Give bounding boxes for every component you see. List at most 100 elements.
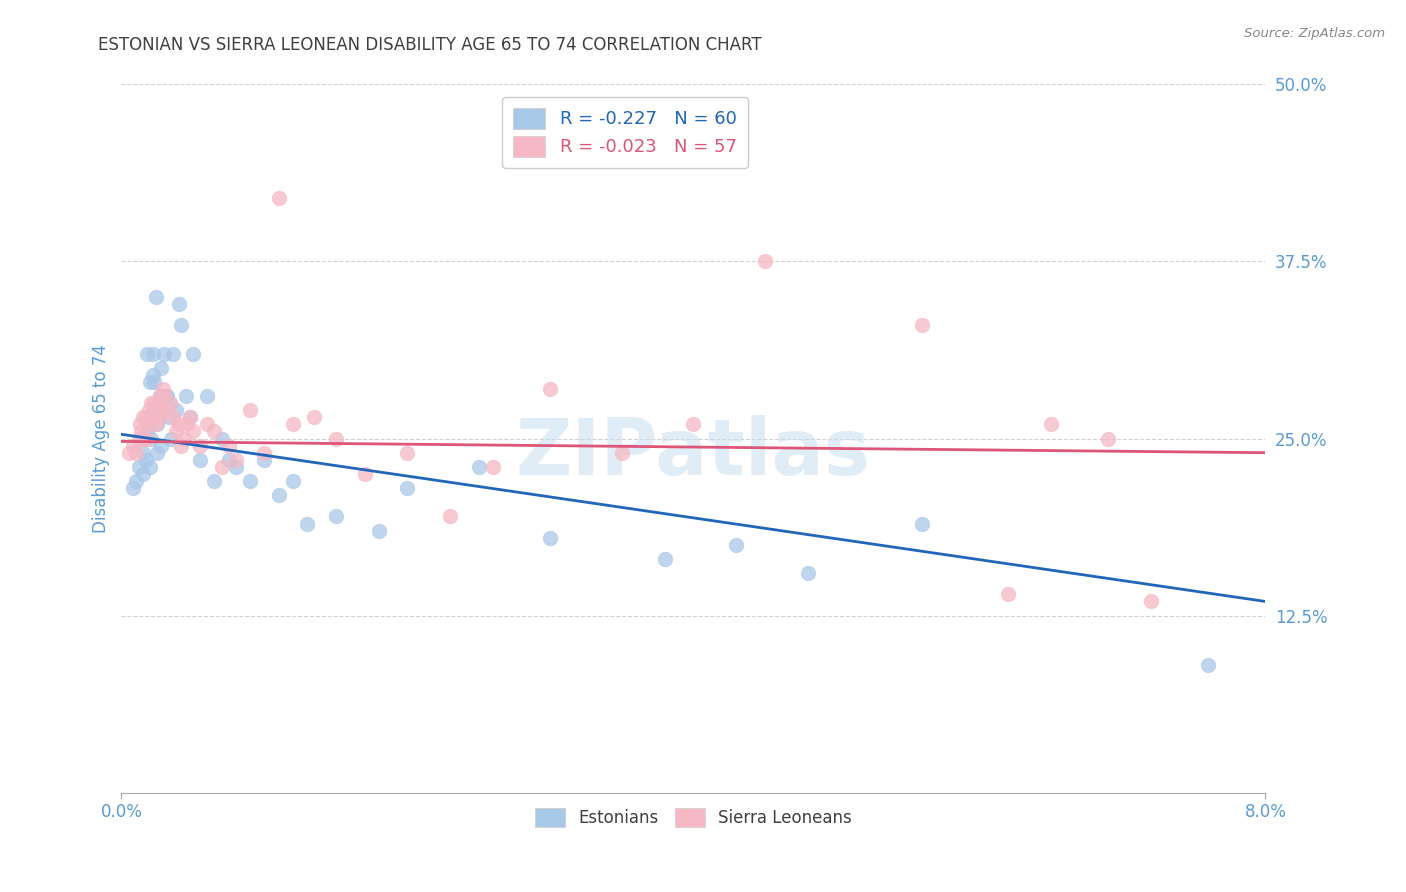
Point bbox=[1097, 432, 1119, 446]
Point bbox=[153, 346, 176, 360]
Point bbox=[148, 410, 170, 425]
Point bbox=[150, 403, 173, 417]
Point bbox=[132, 467, 155, 481]
Point bbox=[170, 439, 193, 453]
Point bbox=[174, 389, 197, 403]
Point bbox=[141, 432, 163, 446]
Point bbox=[135, 410, 157, 425]
Point bbox=[145, 417, 167, 432]
Text: Source: ZipAtlas.com: Source: ZipAtlas.com bbox=[1244, 27, 1385, 40]
Point bbox=[145, 290, 167, 304]
Point bbox=[141, 410, 163, 425]
Point bbox=[136, 425, 159, 439]
Point bbox=[538, 382, 561, 396]
Point bbox=[181, 346, 204, 360]
Point bbox=[139, 417, 162, 432]
Point bbox=[139, 375, 162, 389]
Point bbox=[195, 417, 218, 432]
Point bbox=[253, 446, 276, 460]
Point bbox=[367, 524, 389, 538]
Point bbox=[165, 403, 187, 417]
Legend: Estonians, Sierra Leoneans: Estonians, Sierra Leoneans bbox=[529, 801, 859, 834]
Point bbox=[149, 389, 172, 403]
Point bbox=[797, 566, 820, 580]
Point bbox=[156, 403, 179, 417]
Point bbox=[143, 375, 166, 389]
Point bbox=[125, 474, 148, 488]
Point bbox=[997, 587, 1019, 601]
Point bbox=[152, 382, 174, 396]
Point bbox=[211, 432, 233, 446]
Point bbox=[911, 516, 934, 531]
Point bbox=[149, 389, 172, 403]
Point bbox=[173, 432, 195, 446]
Point bbox=[152, 403, 174, 417]
Point bbox=[141, 396, 163, 410]
Point bbox=[135, 452, 157, 467]
Point bbox=[188, 452, 211, 467]
Point bbox=[654, 552, 676, 566]
Point bbox=[1039, 417, 1062, 432]
Point bbox=[143, 403, 166, 417]
Point bbox=[136, 432, 159, 446]
Point bbox=[239, 403, 262, 417]
Point bbox=[142, 346, 165, 360]
Point bbox=[136, 346, 159, 360]
Point bbox=[396, 446, 419, 460]
Point bbox=[218, 439, 240, 453]
Point bbox=[181, 425, 204, 439]
Point bbox=[146, 417, 169, 432]
Point bbox=[132, 446, 155, 460]
Point bbox=[117, 446, 139, 460]
Point bbox=[179, 410, 201, 425]
Point bbox=[610, 446, 633, 460]
Point bbox=[162, 346, 184, 360]
Point bbox=[225, 459, 247, 474]
Point bbox=[159, 396, 181, 410]
Point bbox=[179, 410, 201, 425]
Point bbox=[202, 474, 225, 488]
Point bbox=[160, 432, 183, 446]
Point bbox=[1197, 658, 1219, 673]
Point bbox=[176, 417, 198, 432]
Point bbox=[122, 481, 145, 495]
Point bbox=[239, 474, 262, 488]
Point bbox=[439, 509, 461, 524]
Point bbox=[125, 446, 148, 460]
Point bbox=[468, 459, 491, 474]
Point bbox=[146, 446, 169, 460]
Point bbox=[225, 452, 247, 467]
Point bbox=[211, 459, 233, 474]
Point bbox=[281, 474, 304, 488]
Point bbox=[149, 410, 172, 425]
Text: ESTONIAN VS SIERRA LEONEAN DISABILITY AGE 65 TO 74 CORRELATION CHART: ESTONIAN VS SIERRA LEONEAN DISABILITY AG… bbox=[98, 36, 762, 54]
Point bbox=[150, 360, 173, 375]
Point bbox=[253, 452, 276, 467]
Point bbox=[188, 439, 211, 453]
Point bbox=[128, 459, 150, 474]
Point bbox=[165, 425, 187, 439]
Point bbox=[267, 488, 290, 502]
Point bbox=[134, 432, 156, 446]
Point bbox=[682, 417, 704, 432]
Point bbox=[754, 254, 776, 268]
Point bbox=[170, 318, 193, 333]
Point bbox=[156, 389, 179, 403]
Point bbox=[167, 417, 190, 432]
Point bbox=[148, 403, 170, 417]
Point bbox=[482, 459, 505, 474]
Point bbox=[267, 191, 290, 205]
Point bbox=[157, 410, 180, 425]
Point bbox=[129, 417, 152, 432]
Point bbox=[538, 531, 561, 545]
Point bbox=[142, 368, 165, 382]
Point bbox=[353, 467, 375, 481]
Point bbox=[195, 389, 218, 403]
Point bbox=[167, 297, 190, 311]
Point bbox=[146, 403, 169, 417]
Point bbox=[150, 439, 173, 453]
Y-axis label: Disability Age 65 to 74: Disability Age 65 to 74 bbox=[93, 344, 110, 533]
Point bbox=[162, 410, 184, 425]
Point bbox=[325, 432, 347, 446]
Point bbox=[202, 425, 225, 439]
